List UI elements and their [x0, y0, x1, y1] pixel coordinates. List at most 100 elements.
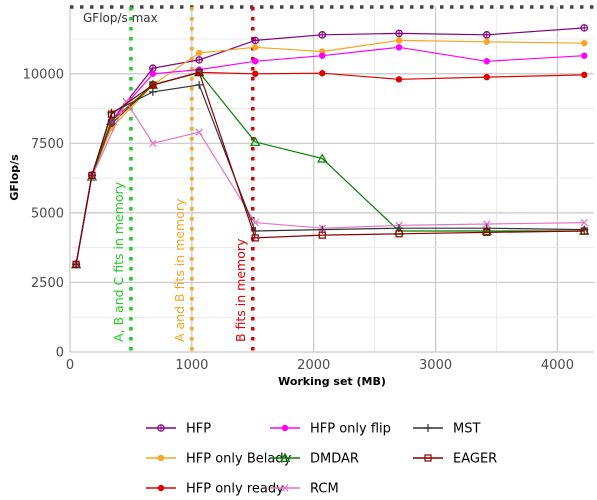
- series-dmdar: [70, 66, 590, 269]
- data-point: [319, 52, 326, 59]
- x-tick-label: 1000: [175, 358, 208, 373]
- data-point: [195, 80, 204, 89]
- series-line: [75, 71, 585, 265]
- legend-marker: [157, 424, 165, 432]
- legend-item: HFP only ready: [146, 482, 284, 497]
- data-point: [148, 87, 157, 96]
- legend-label: HFP only ready: [186, 482, 284, 497]
- data-point: [252, 58, 259, 65]
- data-point: [251, 36, 260, 45]
- data-point: [252, 44, 259, 51]
- data-point: [483, 220, 491, 228]
- legend-label: MST: [453, 422, 480, 437]
- data-point: [195, 49, 203, 57]
- data-point: [395, 76, 403, 83]
- data-point: [195, 56, 203, 64]
- legend-item: EAGER: [413, 452, 497, 467]
- legend: HFP HFP only Belady HFP only ready HFP only…: [146, 422, 497, 497]
- data-point: [395, 37, 403, 44]
- data-point: [483, 58, 490, 65]
- data-point: [580, 227, 588, 235]
- legend-item: HFP: [146, 422, 211, 437]
- data-point: [580, 24, 589, 32]
- series-line: [75, 84, 585, 265]
- series-hfp-only-flip: [72, 44, 588, 268]
- legend-item: MST: [413, 422, 480, 437]
- x-tick-label: 4000: [541, 358, 574, 373]
- data-point: [483, 228, 491, 236]
- data-point: [195, 128, 203, 136]
- legend-marker: [424, 424, 432, 432]
- series-lines: [70, 24, 590, 269]
- data-point: [581, 39, 588, 47]
- legend-marker: [424, 454, 432, 462]
- data-point: [195, 68, 203, 76]
- x-tick-label: 0: [66, 358, 74, 373]
- y-tick-label: 7500: [31, 137, 64, 152]
- legend-item: HFP only flip: [270, 422, 391, 437]
- data-point: [72, 260, 80, 268]
- data-point: [252, 70, 259, 77]
- x-tick-label: 3000: [419, 358, 452, 373]
- data-point: [395, 29, 403, 38]
- legend-marker: [281, 424, 289, 432]
- legend-label: EAGER: [453, 452, 497, 467]
- legend-label: RCM: [310, 482, 339, 497]
- data-point: [149, 139, 157, 147]
- y-tick-label: 10000: [23, 67, 64, 82]
- data-point: [482, 31, 491, 39]
- data-point: [483, 38, 490, 45]
- y-tick-label: 5000: [31, 206, 64, 221]
- data-point: [86, 171, 98, 181]
- data-point: [482, 224, 491, 233]
- series-rcm: [72, 97, 588, 269]
- y-axis-title: GFlop/s: [8, 154, 21, 201]
- data-point: [581, 71, 588, 79]
- axes: Working set (MB) GFlop/s 0 1000 2000 3000 40…: [8, 67, 574, 388]
- series-line: [75, 100, 585, 265]
- data-point: [395, 44, 403, 51]
- legend-label: HFP only flip: [310, 422, 391, 437]
- series-line: [75, 71, 585, 265]
- reference-lines: GFlop/s max A, B and C fits in memory A an…: [70, 5, 594, 352]
- series-line: [75, 71, 585, 265]
- data-point: [250, 136, 261, 146]
- y-tick-label: 2500: [31, 276, 64, 291]
- legend-marker: [157, 484, 165, 492]
- max-reference-label: GFlop/s max: [83, 11, 158, 25]
- data-point: [107, 110, 116, 118]
- data-point: [317, 153, 328, 163]
- data-point: [395, 230, 403, 238]
- data-point: [88, 171, 96, 179]
- data-point: [319, 70, 326, 77]
- legend-marker: [279, 452, 291, 462]
- data-point: [318, 31, 327, 39]
- legend-marker: [281, 484, 289, 492]
- grid: [69, 7, 594, 353]
- data-point: [251, 234, 259, 242]
- data-point: [149, 81, 157, 89]
- legend-item: RCM: [270, 482, 339, 497]
- x-tick-label: 2000: [297, 358, 330, 373]
- data-point: [483, 73, 490, 81]
- legend-label: DMDAR: [310, 452, 359, 467]
- x-axis-title: Working set (MB): [278, 375, 386, 388]
- legend-label: HFP: [186, 422, 211, 437]
- y-tick-label: 0: [56, 346, 64, 361]
- legend-item: DMDAR: [270, 452, 359, 467]
- series-mst: [72, 80, 589, 269]
- series-hfp-only-ready: [72, 69, 588, 268]
- legend-item: HFP only Belady: [146, 452, 292, 467]
- series-eager: [72, 68, 588, 268]
- data-point: [318, 231, 326, 239]
- data-point: [149, 70, 157, 77]
- data-point: [580, 218, 588, 227]
- data-point: [481, 225, 492, 235]
- series-line: [75, 39, 585, 265]
- data-point: [581, 52, 588, 59]
- vertical-marker-label: B fits in memory: [233, 238, 248, 342]
- legend-label: HFP only Belady: [186, 452, 292, 467]
- vertical-marker-label: A and B fits in memory: [172, 198, 187, 342]
